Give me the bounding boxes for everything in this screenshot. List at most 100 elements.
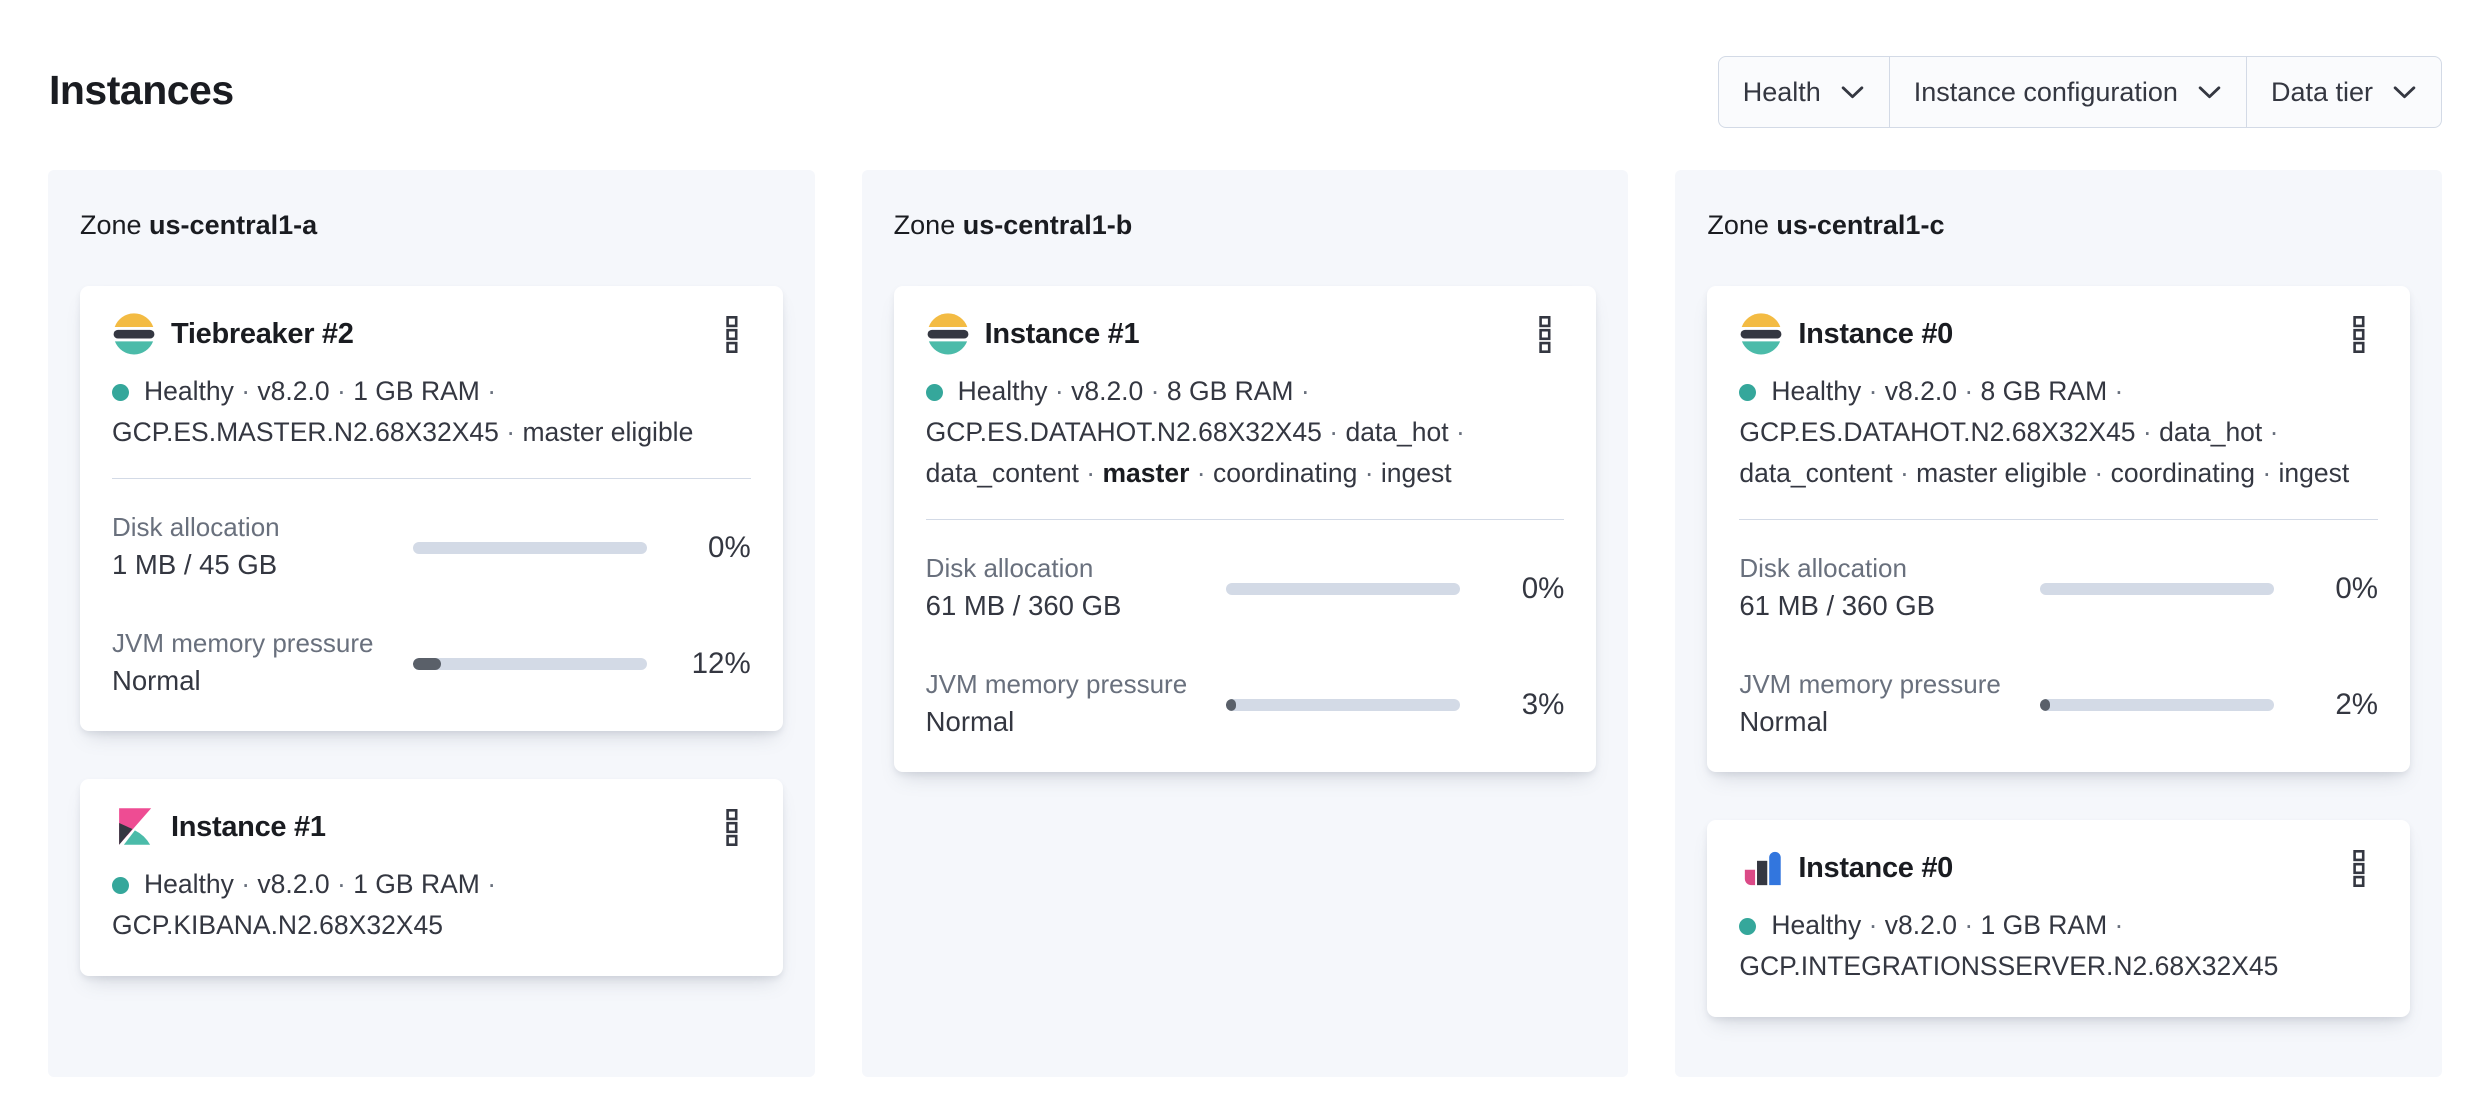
- metric-label: Disk allocation: [1739, 553, 1907, 583]
- instance-menu-button[interactable]: [2340, 313, 2378, 355]
- kebab-menu-icon: [725, 315, 738, 353]
- status-separator: ·: [1956, 910, 1981, 940]
- status-segment: data_hot: [2159, 417, 2263, 447]
- status-separator: ·: [2254, 458, 2279, 488]
- status-separator: ·: [479, 376, 497, 406]
- status-separator: ·: [1892, 458, 1917, 488]
- status-segment: Healthy: [957, 376, 1048, 406]
- kibana-logo-icon: [112, 805, 156, 849]
- metric-percent: 0%: [2335, 571, 2379, 605]
- instance-card-header: Tiebreaker #2: [112, 312, 751, 356]
- status-separator: ·: [1047, 376, 1072, 406]
- status-segment: GCP.KIBANA.N2.68X32X45: [112, 910, 443, 940]
- instance-card: Instance #1 Healthy · v8.2.0 · 8 GB RAM …: [893, 286, 1597, 772]
- status-segment: ingest: [2278, 458, 2350, 488]
- kebab-menu-icon: [1539, 315, 1551, 353]
- metric-percent: 2%: [2335, 687, 2379, 721]
- zone-cards: Instance #0 Healthy · v8.2.0 · 8 GB RAM …: [1707, 286, 2411, 1017]
- status-separator: ·: [2087, 458, 2111, 488]
- card-divider: [112, 478, 751, 479]
- progress-bar-fill: [1226, 698, 1237, 711]
- metric-row: Disk allocation 1 MB / 45 GB 0%: [112, 510, 751, 585]
- status-line: Healthy · v8.2.0 · 1 GB RAM ·: [112, 864, 751, 905]
- zone-name: us-central1-b: [962, 210, 1133, 240]
- health-dot-icon: [112, 877, 129, 894]
- zone-label: Zone: [1707, 210, 1777, 240]
- instance-menu-button[interactable]: [1526, 313, 1564, 355]
- zone-cards: Instance #1 Healthy · v8.2.0 · 8 GB RAM …: [893, 286, 1597, 772]
- metric-label: JVM memory pressure: [1739, 669, 2001, 699]
- status-line: data_content · master · coordinating · i…: [926, 453, 1565, 494]
- zone-panel-us-central1-b: Zone us-central1-b Instance #1 Healthy ·…: [861, 170, 1629, 1077]
- status-segment: Healthy: [1771, 910, 1862, 940]
- metric-value: Normal: [925, 706, 1015, 737]
- health-dot-icon: [925, 384, 943, 401]
- filter-button-health[interactable]: Health: [1719, 57, 1890, 127]
- zone-panel-us-central1-a: Zone us-central1-a Tiebreaker #2 Healthy…: [48, 170, 815, 1077]
- zone-name: us-central1-c: [1776, 210, 1945, 240]
- status-segment: GCP.ES.MASTER.N2.68X32X45: [112, 417, 499, 447]
- metric-row: Disk allocation 61 MB / 360 GB 0%: [926, 551, 1565, 626]
- filter-button-label: Data tier: [2270, 76, 2373, 107]
- metric-value: 61 MB / 360 GB: [1739, 590, 1935, 621]
- progress-bar: [1226, 582, 1461, 595]
- instance-card-header: Instance #1: [112, 805, 751, 849]
- status-separator: ·: [2107, 910, 2124, 940]
- status-segment: 1 GB RAM: [353, 376, 480, 406]
- status-separator: ·: [2135, 417, 2160, 447]
- zone-header: Zone us-central1-b: [894, 206, 1597, 244]
- status-line: GCP.INTEGRATIONSSERVER.N2.68X32X45: [1739, 946, 2378, 987]
- integrations-server-logo-icon: [1739, 846, 1783, 890]
- status-line: GCP.ES.MASTER.N2.68X32X45 · master eligi…: [112, 412, 751, 453]
- status-separator: ·: [2262, 417, 2279, 447]
- zone-header: Zone us-central1-a: [80, 206, 783, 244]
- status-segment: ingest: [1380, 458, 1452, 488]
- status-segment: v8.2.0: [257, 376, 330, 406]
- status-line: GCP.ES.DATAHOT.N2.68X32X45 · data_hot ·: [926, 412, 1565, 453]
- status-segment: master: [1102, 458, 1190, 488]
- elasticsearch-logo-icon: [112, 312, 156, 356]
- health-dot-icon: [1739, 384, 1757, 401]
- metric-label: Disk allocation: [925, 553, 1094, 583]
- status-separator: ·: [329, 376, 354, 406]
- status-separator: ·: [1956, 376, 1981, 406]
- status-segment: data_hot: [1345, 417, 1449, 447]
- metric-percent: 0%: [708, 530, 751, 564]
- status-separator: ·: [233, 869, 258, 899]
- instance-menu-button[interactable]: [713, 806, 751, 848]
- instance-title: Tiebreaker #2: [171, 318, 354, 350]
- metric-label: JVM memory pressure: [112, 628, 374, 658]
- status-segment: master eligible: [522, 417, 694, 447]
- filter-button-data-tier[interactable]: Data tier: [2247, 57, 2441, 127]
- status-segment: data_content: [925, 458, 1079, 488]
- instance-menu-button[interactable]: [2340, 847, 2378, 889]
- instance-card-header: Instance #0: [1739, 846, 2378, 890]
- elasticsearch-logo-icon: [1739, 312, 1783, 356]
- status-segment: Healthy: [144, 376, 234, 406]
- instance-status: Healthy · v8.2.0 · 1 GB RAM · GCP.KIBANA.…: [112, 864, 751, 946]
- filter-button-instance-configuration[interactable]: Instance configuration: [1890, 57, 2247, 127]
- instance-status: Healthy · v8.2.0 · 1 GB RAM · GCP.INTEGRA…: [1739, 905, 2378, 987]
- chevron-down-icon: [1841, 85, 1864, 98]
- filter-button-label: Health: [1742, 76, 1821, 107]
- elasticsearch-logo-icon: [926, 312, 970, 356]
- chevron-down-icon: [2393, 85, 2416, 98]
- instance-card-header: Instance #0: [1739, 312, 2378, 356]
- status-segment: GCP.ES.DATAHOT.N2.68X32X45: [925, 417, 1322, 447]
- status-line: data_content · master eligible · coordin…: [1739, 453, 2378, 494]
- status-segment: v8.2.0: [1071, 376, 1144, 406]
- progress-bar: [412, 657, 647, 670]
- metric-label: Disk allocation: [112, 512, 280, 542]
- metric-percent: 3%: [1521, 687, 1565, 721]
- progress-bar-fill: [412, 657, 441, 670]
- kebab-menu-icon: [2353, 849, 2365, 887]
- instance-menu-button[interactable]: [713, 313, 751, 355]
- card-divider: [1739, 519, 2379, 520]
- status-segment: 1 GB RAM: [1980, 910, 2108, 940]
- status-segment: coordinating: [2110, 458, 2255, 488]
- status-separator: ·: [1861, 376, 1885, 406]
- zone-panel-us-central1-c: Zone us-central1-c Instance #0 Healthy ·…: [1675, 170, 2443, 1077]
- zones-container: Zone us-central1-a Tiebreaker #2 Healthy…: [48, 170, 2443, 1077]
- status-segment: v8.2.0: [1884, 910, 1957, 940]
- status-segment: coordinating: [1212, 458, 1358, 488]
